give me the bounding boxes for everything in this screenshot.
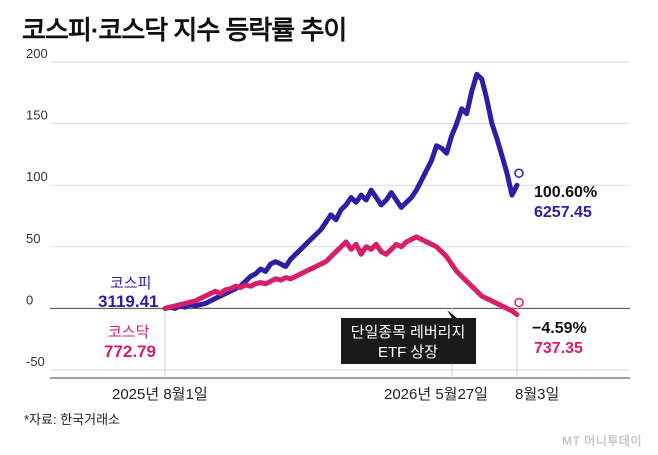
kosdaq-end-marker bbox=[514, 297, 524, 308]
kosdaq-line bbox=[162, 234, 520, 318]
y-tick-label: 150 bbox=[26, 108, 48, 123]
kosdaq-series-name: 코스닥 bbox=[108, 324, 150, 341]
source-note: *자료: 한국거래소 bbox=[24, 412, 121, 427]
kospi-end-pct: 100.60% bbox=[534, 184, 597, 201]
kospi-series-name: 코스피 bbox=[110, 275, 151, 292]
annotation-text-line2: ETF 상장 bbox=[378, 344, 438, 361]
publisher-logo: MT 머니투데이 bbox=[562, 434, 642, 448]
kospi-end-marker bbox=[514, 168, 524, 178]
chart-title: 코스피·코스닥 지수 등락률 추이 bbox=[22, 15, 347, 45]
kosdaq-end-value: 737.35 bbox=[534, 340, 583, 357]
x-tick-label: 8월3일 bbox=[515, 386, 559, 403]
y-tick-label: 0 bbox=[26, 292, 33, 307]
y-tick-label: 200 bbox=[26, 46, 48, 61]
x-tick-label: 2025년 8월1일 bbox=[112, 386, 208, 403]
y-tick-label: 50 bbox=[26, 231, 40, 246]
y-tick-label: 100 bbox=[26, 169, 48, 184]
kospi-line bbox=[162, 71, 520, 311]
y-tick-label: -50 bbox=[26, 354, 45, 369]
kosdaq-start-value: 772.79 bbox=[104, 342, 156, 361]
kospi-start-value: 3119.41 bbox=[98, 292, 159, 311]
x-tick-label: 2026년 5월27일 bbox=[384, 386, 488, 403]
annotation-pointer bbox=[447, 310, 457, 318]
annotation-text-line1: 단일종목 레버리지 bbox=[351, 324, 466, 341]
kospi-end-value: 6257.45 bbox=[534, 204, 592, 221]
annotation-box bbox=[341, 318, 476, 364]
kosdaq-end-pct: −4.59% bbox=[532, 320, 587, 337]
